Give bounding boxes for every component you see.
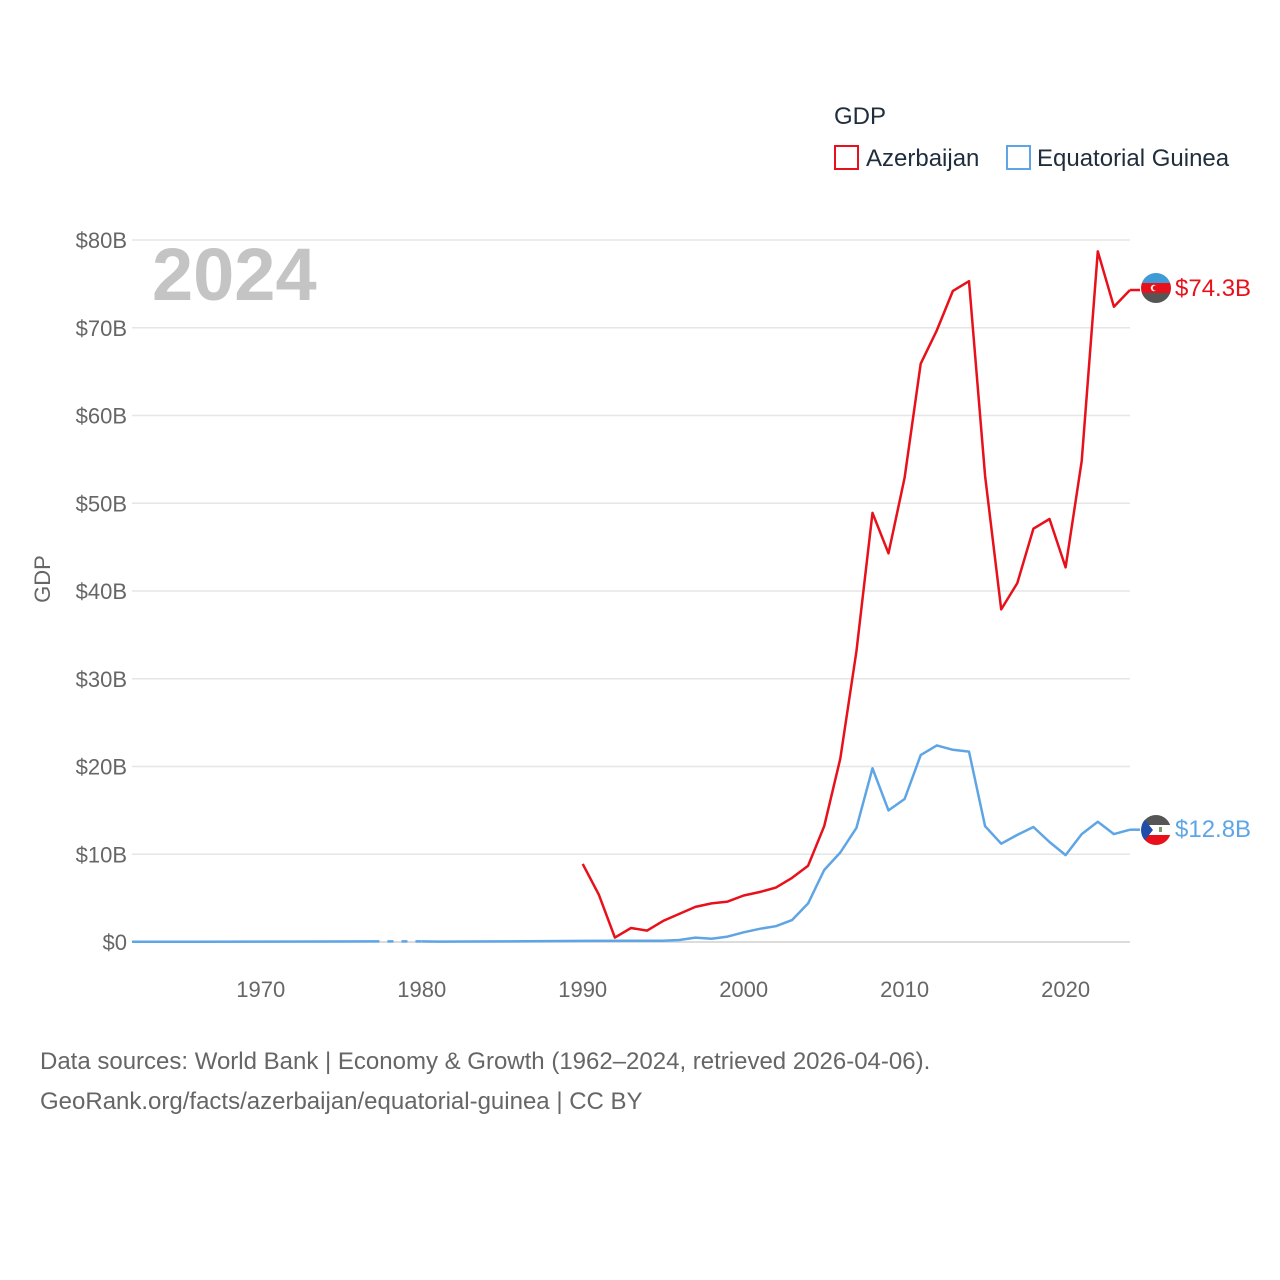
series-line-equatorial-guinea: [421, 744, 1131, 943]
y-tick-label: $70B: [76, 316, 127, 341]
legend-label-equatorial-guinea: Equatorial Guinea: [1037, 145, 1230, 172]
y-tick-label: $60B: [76, 404, 127, 429]
legend-swatch-azerbaijan: [834, 145, 859, 170]
x-tick-label: 1980: [397, 977, 446, 1002]
y-tick-label: $80B: [76, 228, 127, 253]
x-tick-label: 2020: [1041, 977, 1090, 1002]
legend-item-azerbaijan[interactable]: Azerbaijan: [834, 145, 979, 172]
end-value-equatorial-guinea: $12.8B: [1175, 816, 1251, 843]
series-line-azerbaijan: [581, 250, 1131, 939]
y-axis-ticks: $0 $10B $20B $30B $40B $50B $60B $70B $80B: [76, 228, 127, 955]
source-footer: Data sources: World Bank | Economy & Gro…: [40, 1042, 1240, 1122]
y-axis-title: GDP: [30, 555, 55, 603]
y-tick-label: $30B: [76, 667, 127, 692]
end-value-azerbaijan: $74.3B: [1175, 275, 1251, 302]
y-tick-label: $50B: [76, 491, 127, 516]
x-tick-label: 2000: [719, 977, 768, 1002]
y-tick-label: $40B: [76, 579, 127, 604]
x-axis-ticks: 1970 1980 1990 2000 2010 2020: [236, 977, 1090, 1002]
source-line: Data sources: World Bank | Economy & Gro…: [40, 1048, 931, 1075]
y-tick-label: $0: [103, 930, 127, 955]
attribution-line: GeoRank.org/facts/azerbaijan/equatorial-…: [40, 1088, 643, 1115]
y-tick-label: $10B: [76, 842, 127, 867]
legend-title: GDP: [834, 103, 886, 130]
series-lines: [131, 250, 1140, 944]
legend-swatch-equatorial-guinea: [1006, 145, 1031, 170]
legend-label-azerbaijan: Azerbaijan: [866, 145, 979, 172]
x-tick-label: 2010: [880, 977, 929, 1002]
equatorial-guinea-flag-icon: [1141, 815, 1171, 845]
legend-item-equatorial-guinea[interactable]: Equatorial Guinea: [1006, 145, 1230, 172]
y-tick-label: $20B: [76, 755, 127, 780]
x-tick-label: 1970: [236, 977, 285, 1002]
x-tick-label: 1990: [558, 977, 607, 1002]
azerbaijan-flag-icon: [1141, 273, 1171, 303]
grid-lines: [132, 239, 1130, 943]
legend: GDP Azerbaijan Equatorial Guinea: [834, 103, 1230, 172]
year-label: 2024: [152, 233, 317, 316]
